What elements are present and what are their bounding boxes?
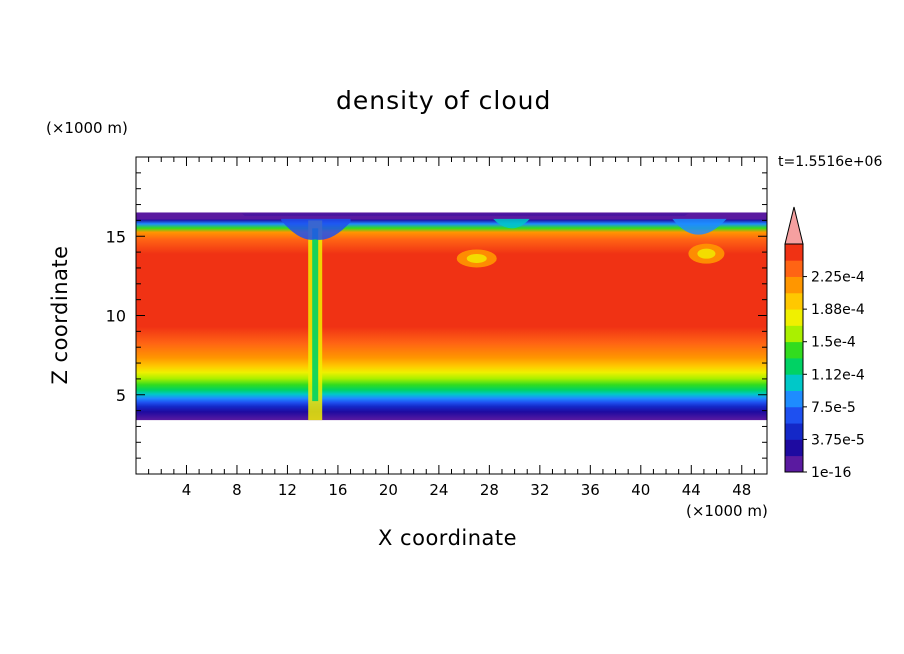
- y-axis-units: (×1000 m): [46, 119, 128, 137]
- colorbar-label: 1.12e-4: [811, 367, 865, 383]
- x-axis-units: (×1000 m): [686, 502, 768, 520]
- x-tick-label: 40: [631, 481, 650, 499]
- x-tick-label: 28: [480, 481, 499, 499]
- cloud-layer: [136, 212, 767, 421]
- x-tick-label: 12: [278, 481, 297, 499]
- dip-44: [672, 218, 727, 235]
- cloud-field: [136, 212, 767, 421]
- colorbar-swatch: [785, 309, 803, 326]
- colorbar-swatch: [785, 358, 803, 375]
- x-tick-label: 4: [182, 481, 192, 499]
- colorbar-label: 2.25e-4: [811, 270, 865, 286]
- cloud-top-edge: [136, 212, 767, 220]
- colorbar-swatch: [785, 276, 803, 294]
- colorbar-swatch: [785, 455, 803, 473]
- colorbar-swatch: [785, 325, 803, 343]
- dip-30: [493, 218, 530, 229]
- x-tick-label: 44: [682, 481, 701, 499]
- x-tick-label: 48: [732, 481, 751, 499]
- x-tick-label: 32: [530, 481, 549, 499]
- eddy-45-core: [697, 248, 716, 259]
- colorbar-swatch: [785, 390, 803, 408]
- x-tick-label: 16: [328, 481, 347, 499]
- colorbar-swatch: [785, 374, 803, 391]
- colorbar-swatch: [785, 406, 803, 424]
- x-tick-label: 20: [379, 481, 398, 499]
- colorbar-swatch: [785, 439, 803, 457]
- colorbar-swatch: [785, 423, 803, 440]
- x-tick-label: 24: [429, 481, 448, 499]
- colorbar-swatch: [785, 260, 803, 277]
- colorbar-label: 1.88e-4: [811, 302, 865, 318]
- chart-title: density of cloud: [336, 86, 552, 115]
- x-axis-label: X coordinate: [378, 526, 518, 550]
- colorbar-label: 7.5e-5: [811, 400, 856, 416]
- plume-core: [312, 228, 319, 402]
- y-tick-label: 5: [116, 386, 126, 405]
- colorbar-frame: [784, 243, 804, 473]
- colorbar-swatch: [785, 292, 803, 310]
- eddy-28-core: [466, 253, 487, 263]
- y-tick-label: 15: [106, 227, 126, 246]
- x-tick-label: 8: [232, 481, 242, 499]
- colorbar-label: 1e-16: [811, 465, 851, 481]
- x-tick-label: 36: [581, 481, 600, 499]
- colorbar-extend-arrow: [784, 206, 804, 245]
- colorbar-label: 3.75e-5: [811, 432, 865, 448]
- colorbar-label: 1.5e-4: [811, 335, 856, 351]
- time-label: t=1.5516e+06: [778, 154, 883, 170]
- y-tick-label: 10: [106, 307, 126, 326]
- plume-cap: [281, 218, 351, 240]
- colorbar-swatch: [785, 244, 803, 261]
- colorbar-swatch: [785, 341, 803, 359]
